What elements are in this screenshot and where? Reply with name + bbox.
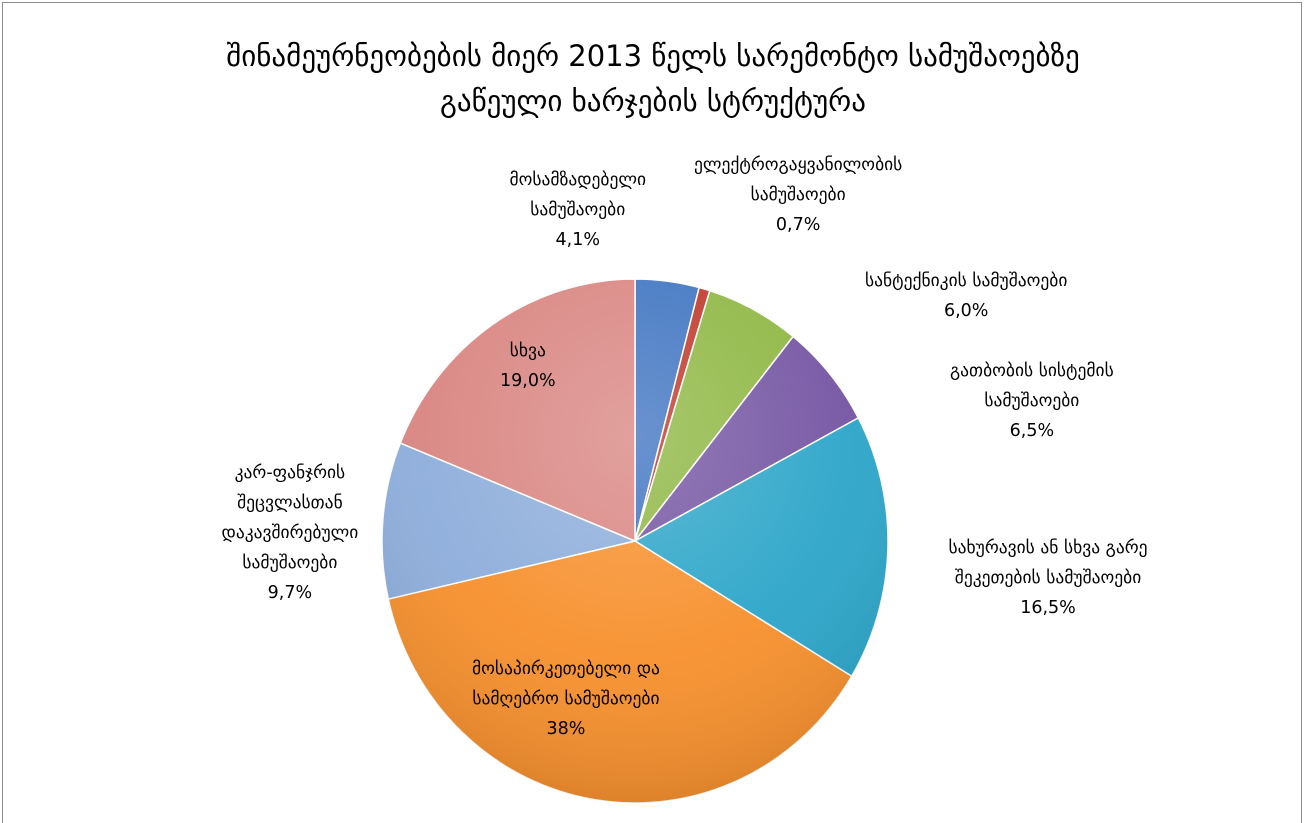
slice-value-label: 4,1% <box>555 230 601 250</box>
slice-label-text: სანტექნიკის სამუშაოები <box>865 271 1068 291</box>
slice-label-text: სხვა <box>509 341 546 361</box>
slice-value-label: 38% <box>546 719 586 739</box>
slice-label-text: სამუშაოები <box>750 185 846 205</box>
chart-title: შინამეურნეობების მიერ 2013 წელს სარემონტ… <box>153 34 1153 124</box>
slice-label-text: სამუშაოები <box>984 391 1080 411</box>
slice-label-7: კარ-ფანჯრის შეცვლასთან დაკავშირებული სამუშა… <box>222 458 359 608</box>
slice-label-2: ელექტროგაყვანილობის სამუშაოები 0,7% <box>694 150 902 240</box>
slice-label-text: სახურავის ან სხვა გარე <box>948 538 1148 558</box>
slice-label-text: მოსაპირკეთებელი და <box>472 659 660 679</box>
slice-label-text: დაკავშირებული <box>221 523 359 543</box>
slice-label-5: სახურავის ან სხვა გარე შეკეთების სამუშაოე… <box>949 533 1148 623</box>
slice-label-6: მოსაპირკეთებელი და სამღებრო სამუშაოები 38% <box>472 654 660 744</box>
slice-value-label: 0,7% <box>775 215 821 235</box>
slice-label-1: მოსამზადებელი სამუშაოები 4,1% <box>510 165 647 255</box>
slice-label-8: სხვა 19,0% <box>500 336 556 396</box>
slice-value-label: 19,0% <box>500 371 556 391</box>
slice-value-label: 6,5% <box>1009 421 1055 441</box>
slice-label-text: სამღებრო სამუშაოები <box>472 689 660 709</box>
slice-label-text: შეცვლასთან <box>237 493 343 513</box>
slice-label-3: სანტექნიკის სამუშაოები 6,0% <box>865 266 1067 326</box>
chart-title-line-2: გაწეული ხარჯების სტრუქტურა <box>440 84 866 118</box>
slice-value-label: 6,0% <box>943 301 989 321</box>
slice-label-text: ელექტროგაყვანილობის <box>694 155 903 175</box>
slice-label-text: სამუშაოები <box>242 553 338 573</box>
slice-label-4: გათბობის სისტემის სამუშაოები 6,5% <box>950 356 1114 446</box>
slice-label-text: მოსამზადებელი <box>509 170 647 190</box>
slice-value-label: 16,5% <box>1020 598 1076 618</box>
slice-label-text: კარ-ფანჯრის <box>234 463 346 483</box>
slice-label-text: სამუშაოები <box>530 200 626 220</box>
slice-label-text: შეკეთების სამუშაოები <box>954 568 1142 588</box>
slice-value-label: 9,7% <box>267 583 313 603</box>
slice-label-text: გათბობის სისტემის <box>950 361 1114 381</box>
chart-title-line-1: შინამეურნეობების მიერ 2013 წელს სარემონტ… <box>226 39 1080 73</box>
